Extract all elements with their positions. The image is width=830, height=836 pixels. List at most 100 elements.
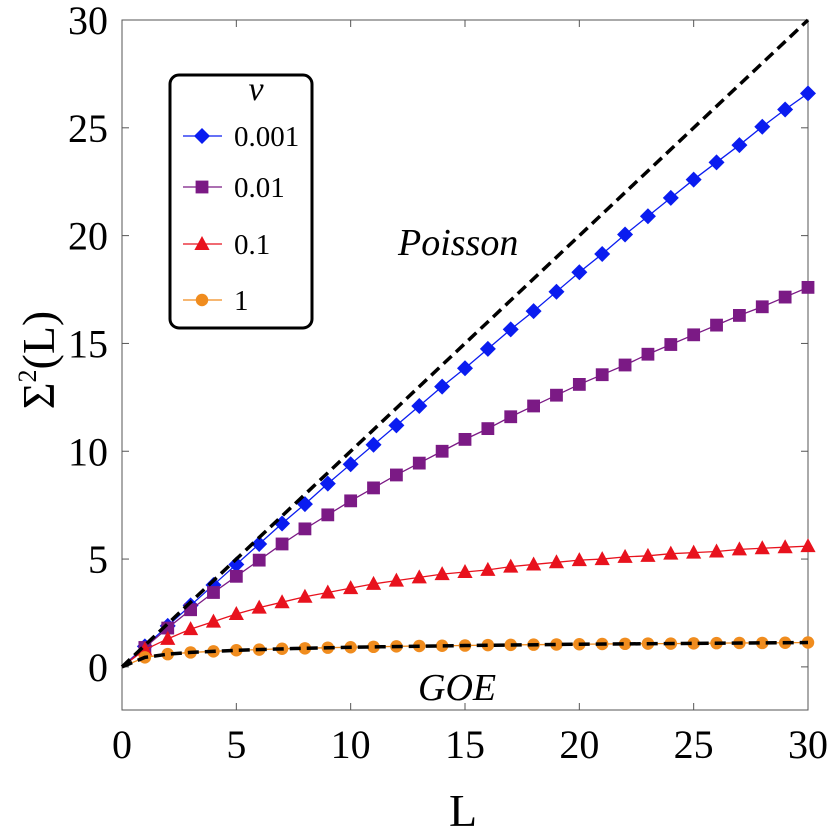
data-point: [731, 541, 747, 556]
legend-entries: 0.001 0.01 0.1 1: [183, 121, 299, 317]
data-point: [411, 397, 428, 414]
legend-entry-0.01: 0.01: [183, 172, 285, 204]
data-point: [504, 410, 518, 424]
legend-marker: [195, 180, 209, 194]
x-tick-label: 5: [226, 722, 246, 767]
legend-title: ν: [248, 71, 264, 108]
data-point: [435, 639, 449, 652]
data-point: [412, 456, 426, 470]
data-point: [777, 539, 793, 554]
data-point: [595, 368, 609, 382]
x-tick-label: 15: [445, 722, 485, 767]
data-point: [708, 543, 725, 558]
x-tick-label: 20: [559, 722, 599, 767]
data-point: [800, 538, 816, 553]
data-point: [365, 575, 382, 590]
legend-label: 0.1: [234, 229, 270, 261]
data-point: [251, 599, 267, 614]
data-point: [550, 388, 563, 402]
y-tick-label: 5: [88, 537, 108, 582]
data-point: [252, 553, 266, 567]
data-point: [754, 540, 770, 555]
y-axis-title: Σ2(L): [13, 311, 64, 410]
y-axis-title-symbol: Σ: [13, 382, 64, 409]
reference-line-goe: [121, 640, 809, 669]
data-point: [390, 468, 403, 482]
legend-entry-0.1: 0.1: [183, 229, 270, 261]
y-axis-title-argument: (L): [13, 311, 64, 370]
y-tick-label: 0: [88, 645, 108, 690]
data-point: [618, 637, 632, 651]
data-point: [343, 580, 359, 595]
data-point: [708, 154, 725, 171]
data-point: [457, 564, 473, 578]
series-line: [121, 286, 809, 668]
data-point: [229, 569, 243, 583]
data-point: [160, 630, 176, 645]
data-point: [434, 566, 450, 581]
data-point: [275, 537, 289, 551]
data-point: [571, 552, 587, 567]
data-point: [525, 303, 542, 320]
data-point: [298, 642, 312, 655]
data-point: [321, 508, 335, 522]
y-tick-label: 20: [68, 214, 108, 259]
data-point: [664, 338, 678, 351]
legend-marker: [195, 293, 209, 307]
data-point: [526, 556, 542, 571]
data-point: [778, 290, 792, 304]
x-tick-label: 10: [331, 722, 371, 767]
x-axis-ticks: 0 5 10 15 20 25 30: [112, 20, 828, 767]
legend-entry-0.001: 0.001: [183, 121, 299, 153]
y-tick-label: 10: [68, 429, 108, 474]
legend-label: 1: [234, 285, 249, 317]
data-point: [297, 588, 313, 603]
data-point: [572, 378, 586, 391]
legend-marker: [194, 236, 210, 250]
data-point: [731, 137, 748, 154]
data-point: [367, 640, 380, 654]
data-point: [756, 636, 769, 650]
data-point: [298, 522, 312, 536]
data-point: [207, 586, 220, 599]
data-point: [777, 101, 794, 118]
y-tick-label: 30: [68, 0, 108, 43]
x-tick-label: 30: [788, 722, 828, 767]
data-point: [342, 456, 359, 473]
data-point: [388, 417, 405, 434]
data-point: [365, 436, 382, 453]
data-point: [733, 309, 746, 322]
x-tick-label: 0: [112, 722, 132, 767]
data-point: [801, 280, 815, 294]
data-point: [183, 621, 199, 636]
data-point: [687, 328, 701, 342]
data-point: [458, 432, 472, 446]
data-point: [662, 189, 679, 206]
data-point: [755, 300, 769, 314]
data-point: [457, 360, 473, 377]
data-point: [320, 584, 336, 599]
data-point: [617, 548, 633, 563]
reference-lines: [120, 18, 810, 669]
data-point: [481, 638, 495, 652]
data-point: [800, 85, 816, 102]
legend-label: 0.01: [234, 172, 285, 204]
data-point: [503, 558, 519, 573]
data-point: [687, 637, 700, 650]
data-point: [594, 551, 610, 566]
data-point: [502, 321, 519, 338]
data-point: [434, 378, 451, 395]
x-tick-label: 25: [674, 722, 714, 767]
annotation-goe: GOE: [418, 667, 496, 709]
data-point: [137, 641, 153, 656]
reference-line-poisson: [120, 18, 810, 669]
data-point: [571, 264, 588, 281]
data-point: [481, 422, 495, 436]
x-axis-title: L: [449, 785, 477, 836]
data-point: [367, 481, 380, 495]
legend-entry-1: 1: [183, 285, 249, 317]
data-point: [319, 475, 336, 492]
data-point: [411, 569, 427, 584]
data-point: [251, 535, 268, 552]
